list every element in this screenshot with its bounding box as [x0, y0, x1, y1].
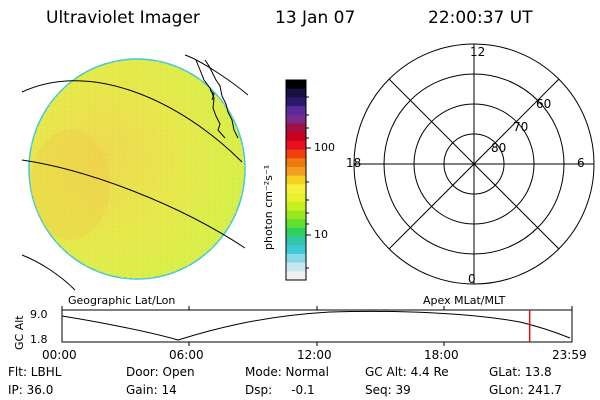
date-label: 13 Jan 07 [275, 8, 356, 28]
apex-label: Apex MLat/MLT [423, 294, 506, 307]
colorbar-band [286, 140, 306, 151]
colorbar-band [286, 175, 306, 185]
altitude-curve [61, 310, 571, 341]
colorbar-band [286, 184, 306, 194]
x-tick-0600: 06:00 [169, 348, 204, 362]
gc-alt-label: GC Alt: 4.4 Re [365, 365, 449, 379]
colorbar-band [286, 166, 306, 177]
x-tick-2359: 23:59 [552, 348, 587, 362]
polar-grid [353, 43, 595, 285]
time-label: 22:00:37 UT [428, 8, 533, 28]
colorbar-ticks [306, 96, 311, 269]
colorbar-band [286, 245, 306, 255]
x-tick-1200: 12:00 [297, 348, 332, 362]
timeline-plot [61, 306, 573, 346]
seq-label: Seq: 39 [365, 383, 411, 397]
colorbar-band [286, 123, 306, 133]
earth-disk [28, 58, 246, 280]
colorbar-band [286, 210, 306, 220]
colorbar-band [286, 132, 306, 142]
colorbar-tick-10: 10 [314, 228, 328, 241]
latitude-lines [21, 54, 249, 291]
x-tick-0000: 00:00 [42, 348, 77, 362]
filter-label: Flt: LBHL [8, 365, 62, 379]
colorbar-band [286, 106, 306, 116]
colorbar-band [286, 114, 306, 124]
colorbar-band [286, 88, 306, 98]
door-label: Door: Open [126, 365, 195, 379]
colorbar-band [286, 262, 306, 272]
mlt-label-12: 12 [470, 45, 486, 59]
colorbar-unit-label: photon cm⁻²s⁻¹ [262, 164, 275, 250]
coastline [195, 59, 239, 139]
colorbar-band [286, 149, 306, 159]
colorbar-band [286, 193, 306, 203]
colorbar-band [286, 201, 306, 211]
gc-alt-axis-label: GC Alt [13, 315, 26, 350]
colorbar-band [286, 219, 306, 229]
geographic-label: Geographic Lat/Lon [68, 294, 176, 307]
colorbar-band [286, 253, 306, 264]
mlat-label-60: 60 [536, 97, 552, 111]
colorbar-frame [285, 79, 307, 281]
y-max-label: 9.0 [30, 308, 48, 321]
ip-label: IP: 36.0 [8, 383, 54, 397]
mode-label: Mode: Normal [245, 365, 329, 379]
mlat-label-80: 80 [491, 141, 507, 155]
mlat-label-70: 70 [513, 120, 529, 134]
glat-label: GLat: 13.8 [489, 365, 552, 379]
colorbar-tick-100: 100 [314, 141, 335, 154]
colorbar-band [286, 271, 306, 281]
x-tick-1800: 18:00 [424, 348, 459, 362]
colorbar-band [286, 236, 306, 246]
colorbar-band [286, 80, 306, 90]
colorbar-band [286, 97, 306, 107]
mlt-label-6: 6 [577, 156, 585, 170]
colorbar [286, 80, 306, 281]
gain-label: Gain: 14 [126, 383, 177, 397]
mlt-label-0: 0 [468, 272, 476, 286]
glon-label: GLon: 241.7 [489, 383, 562, 397]
colorbar-band [286, 227, 306, 238]
instrument-title: Ultraviolet Imager [46, 8, 200, 28]
mlt-label-18: 18 [346, 156, 362, 170]
colorbar-band [286, 158, 306, 168]
dsp-label: Dsp: -0.1 [245, 383, 315, 397]
y-min-label: 1.8 [30, 333, 48, 346]
